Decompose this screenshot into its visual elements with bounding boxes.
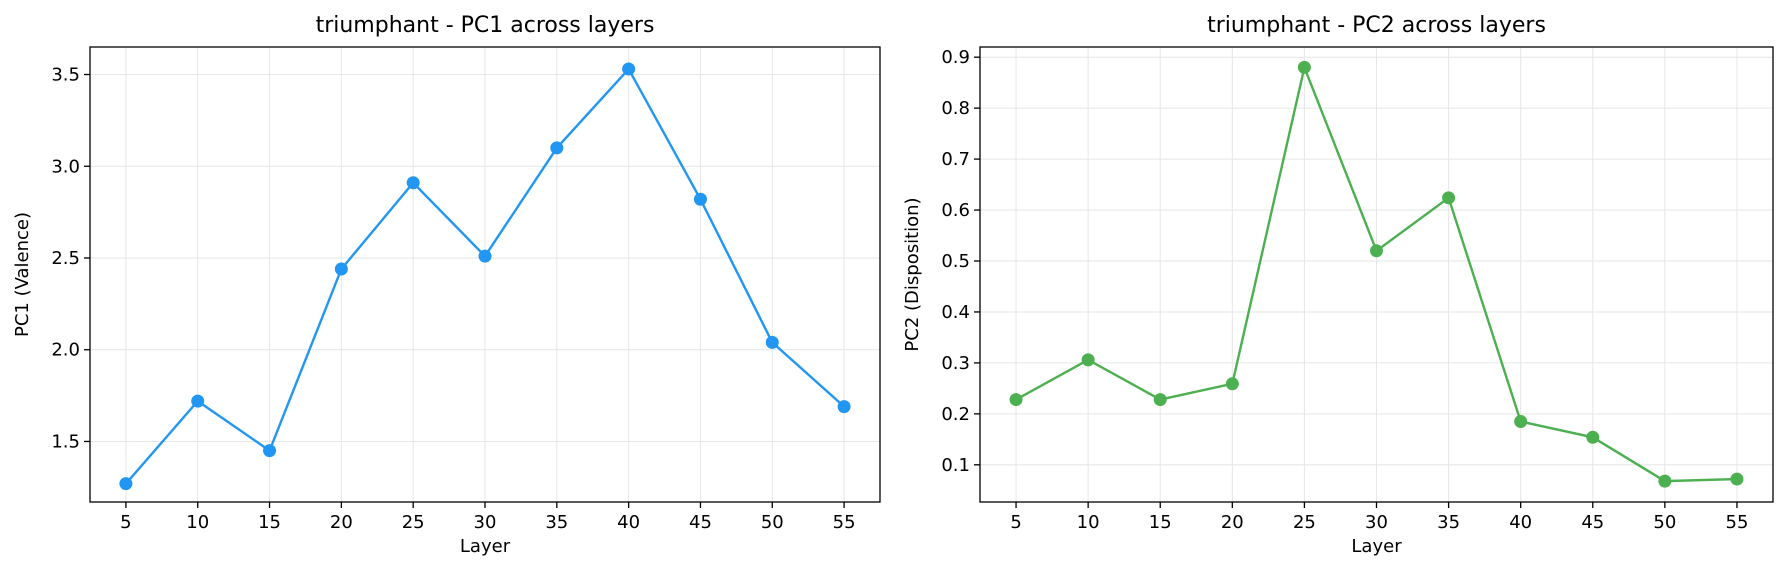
x-tick-label: 25 bbox=[1293, 512, 1316, 533]
y-tick-label: 0.1 bbox=[941, 455, 970, 476]
x-tick-label: 10 bbox=[1077, 512, 1100, 533]
y-tick-label: 3.5 bbox=[51, 65, 80, 86]
data-point bbox=[550, 141, 564, 155]
data-point bbox=[478, 249, 492, 263]
data-point bbox=[1442, 191, 1456, 205]
data-point bbox=[1153, 393, 1167, 407]
data-point bbox=[693, 192, 707, 206]
x-tick-label: 5 bbox=[120, 512, 131, 533]
data-point bbox=[1586, 430, 1600, 444]
x-axis-label: Layer bbox=[1351, 536, 1402, 557]
data-point bbox=[1009, 393, 1023, 407]
x-tick-label: 15 bbox=[258, 512, 281, 533]
y-tick-label: 0.3 bbox=[941, 353, 970, 374]
x-tick-label: 25 bbox=[402, 512, 425, 533]
data-point bbox=[191, 394, 205, 408]
data-point bbox=[765, 335, 779, 349]
x-tick-label: 20 bbox=[1221, 512, 1244, 533]
y-tick-label: 3.0 bbox=[51, 156, 80, 177]
x-tick-label: 50 bbox=[1653, 512, 1676, 533]
x-tick-label: 10 bbox=[186, 512, 209, 533]
data-point bbox=[263, 444, 277, 458]
y-tick-label: 2.5 bbox=[51, 248, 80, 269]
y-tick-label: 0.7 bbox=[941, 149, 970, 170]
y-tick-label: 0.4 bbox=[941, 302, 970, 323]
data-point bbox=[1225, 377, 1239, 391]
x-tick-label: 30 bbox=[474, 512, 497, 533]
x-tick-label: 45 bbox=[689, 512, 712, 533]
x-tick-label: 45 bbox=[1581, 512, 1604, 533]
y-tick-label: 1.5 bbox=[51, 431, 80, 452]
data-point bbox=[1730, 472, 1744, 486]
x-tick-label: 50 bbox=[761, 512, 784, 533]
x-axis-label: Layer bbox=[460, 536, 511, 557]
chart-pc2: triumphant - PC2 across layers Layer PC2… bbox=[902, 13, 1774, 557]
gridlines bbox=[980, 47, 1773, 502]
data-point bbox=[1297, 60, 1311, 74]
x-tick-label: 40 bbox=[1509, 512, 1532, 533]
y-axis-label: PC1 (Valence) bbox=[12, 212, 33, 337]
x-tick-label: 40 bbox=[617, 512, 640, 533]
data-point bbox=[1514, 414, 1528, 428]
data-point bbox=[622, 62, 636, 76]
x-tick-label: 15 bbox=[1149, 512, 1172, 533]
data-point bbox=[1370, 244, 1383, 258]
x-tick-label: 35 bbox=[1437, 512, 1460, 533]
data-point bbox=[837, 400, 851, 414]
x-tick-label: 30 bbox=[1365, 512, 1388, 533]
gridlines bbox=[90, 47, 880, 502]
y-tick-label: 0.8 bbox=[941, 98, 970, 119]
x-tick-label: 20 bbox=[330, 512, 353, 533]
y-tick-label: 0.6 bbox=[941, 200, 970, 221]
x-tick-label: 55 bbox=[833, 512, 856, 533]
chart-title: triumphant - PC2 across layers bbox=[1207, 13, 1546, 38]
x-tick-label: 55 bbox=[1726, 512, 1749, 533]
chart-pc1: triumphant - PC1 across layers Layer PC1… bbox=[12, 13, 881, 557]
data-point bbox=[119, 477, 133, 491]
y-tick-label: 0.5 bbox=[941, 251, 970, 272]
x-tick-label: 35 bbox=[545, 512, 568, 533]
y-tick-label: 0.2 bbox=[941, 404, 970, 425]
chart-title: triumphant - PC1 across layers bbox=[316, 13, 655, 38]
x-tick-label: 5 bbox=[1010, 512, 1021, 533]
data-point bbox=[1658, 474, 1672, 488]
data-point bbox=[334, 262, 348, 276]
y-axis-label: PC2 (Disposition) bbox=[902, 197, 923, 351]
data-point bbox=[1081, 353, 1095, 367]
y-tick-label: 2.0 bbox=[51, 340, 80, 361]
data-point bbox=[406, 176, 420, 190]
y-tick-label: 0.9 bbox=[941, 47, 970, 68]
